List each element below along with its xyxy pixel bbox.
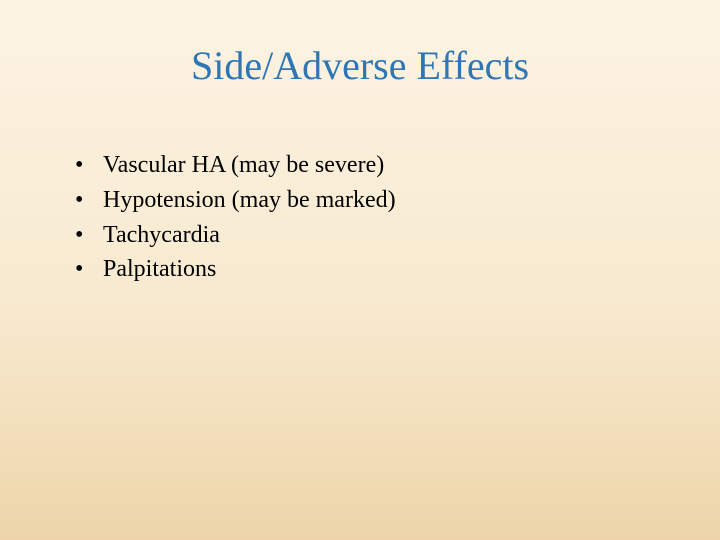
bullet-marker: • bbox=[70, 218, 103, 253]
bullet-marker: • bbox=[70, 148, 103, 183]
list-item: • Hypotension (may be marked) bbox=[70, 183, 680, 218]
bullet-text: Palpitations bbox=[103, 252, 680, 287]
bullet-marker: • bbox=[70, 252, 103, 287]
bullet-list: • Vascular HA (may be severe) • Hypotens… bbox=[70, 148, 680, 287]
bullet-text: Tachycardia bbox=[103, 218, 680, 253]
slide-title: Side/Adverse Effects bbox=[0, 42, 720, 89]
bullet-marker: • bbox=[70, 183, 103, 218]
bullet-text: Hypotension (may be marked) bbox=[103, 183, 680, 218]
bullet-text: Vascular HA (may be severe) bbox=[103, 148, 680, 183]
slide: Side/Adverse Effects • Vascular HA (may … bbox=[0, 0, 720, 540]
list-item: • Vascular HA (may be severe) bbox=[70, 148, 680, 183]
list-item: • Tachycardia bbox=[70, 218, 680, 253]
list-item: • Palpitations bbox=[70, 252, 680, 287]
